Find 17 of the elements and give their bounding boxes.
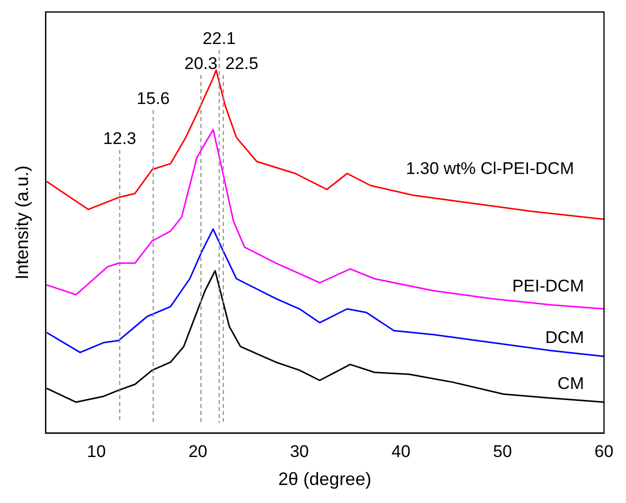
ref-line-label: 22.5	[225, 54, 258, 74]
x-tick-label: 40	[391, 442, 410, 461]
series-label: 1.30 wt% Cl-PEI-DCM	[406, 158, 574, 178]
x-tick-label: 50	[493, 442, 512, 461]
x-tick-label: 10	[86, 442, 106, 461]
series-label: PEI-DCM	[512, 276, 584, 296]
series-label: CM	[558, 374, 584, 393]
x-tick-label: 20	[188, 442, 208, 461]
x-tick-label: 60	[594, 442, 614, 461]
x-axis-title: 2θ (degree)	[278, 469, 372, 490]
ref-line-label: 22.1	[202, 29, 236, 48]
ref-line-label: 20.3	[184, 54, 218, 74]
ref-line-label: 15.6	[136, 89, 170, 108]
series-label: DCM	[545, 328, 584, 348]
x-tick-label: 30	[290, 442, 309, 461]
ref-line-label: 12.3	[103, 129, 136, 148]
y-axis-title: Intensity (a.u.)	[12, 165, 32, 280]
